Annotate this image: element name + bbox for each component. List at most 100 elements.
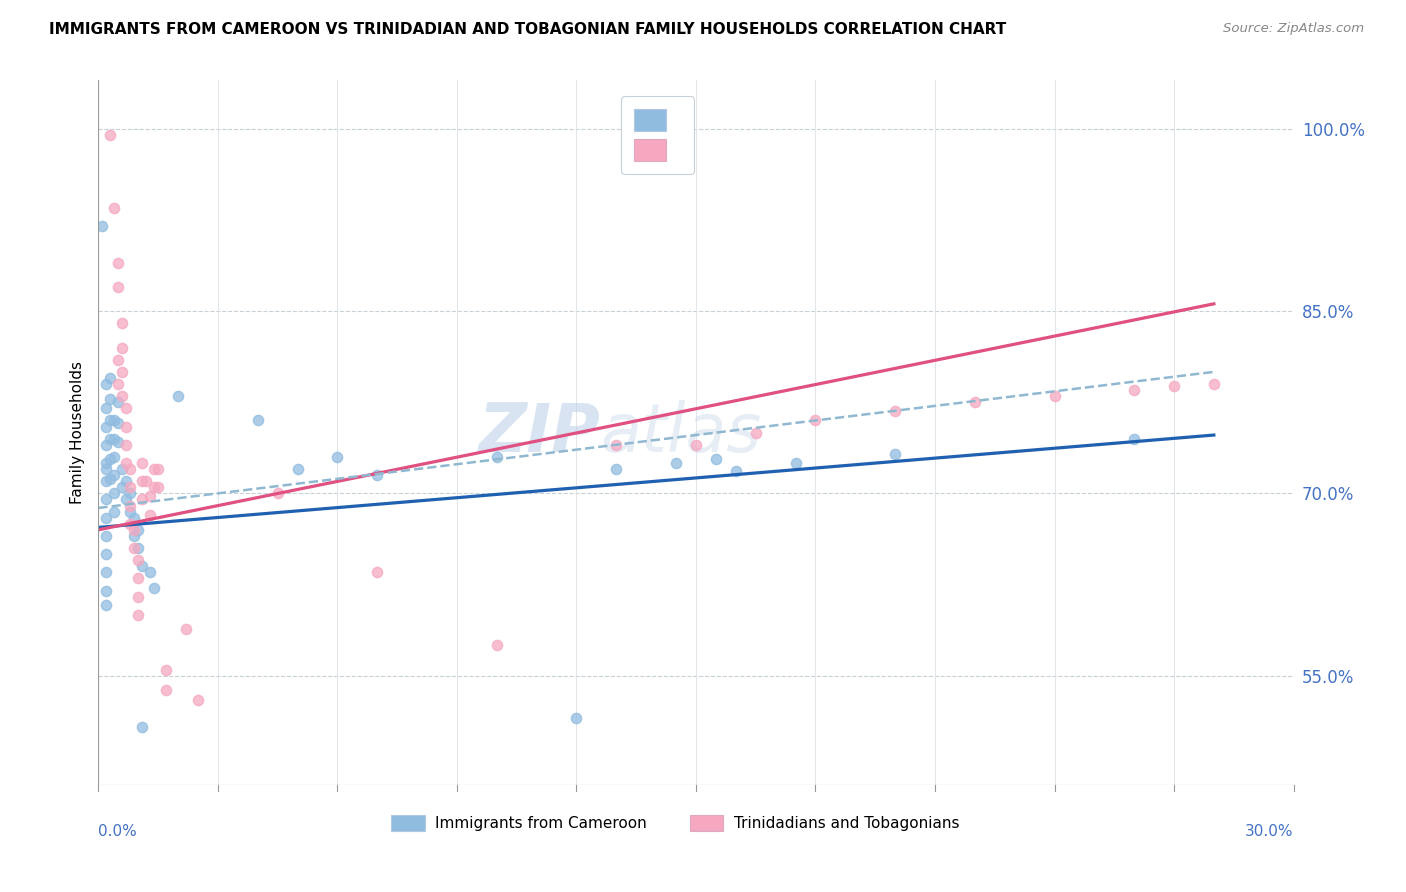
Point (127, 553, 149, 567)
Text: IMMIGRANTS FROM CAMEROON VS TRINIDADIAN AND TOBAGONIAN FAMILY HOUSEHOLDS CORRELA: IMMIGRANTS FROM CAMEROON VS TRINIDADIAN … (49, 22, 1007, 37)
Point (96, 510, 118, 524)
Point (131, 559, 153, 574)
Point (96, 462, 118, 476)
Point (96, 492, 118, 507)
Point (120, 499, 142, 513)
Point (267, 486, 290, 500)
Point (485, 638, 508, 652)
Point (96, 438, 118, 452)
Text: 0.0%: 0.0% (98, 824, 138, 838)
Point (246, 413, 269, 427)
Text: ZIP: ZIP (478, 400, 600, 466)
Point (96, 566, 118, 580)
Point (963, 395, 986, 409)
Point (665, 456, 688, 470)
Point (120, 462, 142, 476)
Point (103, 432, 125, 446)
Point (107, 377, 129, 392)
Point (98, 371, 122, 385)
Point (103, 486, 125, 500)
Point (139, 508, 162, 523)
Text: 30.0%: 30.0% (1246, 824, 1294, 838)
Point (111, 462, 134, 476)
Point (107, 352, 129, 367)
Point (884, 448, 907, 462)
Point (135, 474, 157, 488)
Point (127, 607, 149, 622)
Point (155, 663, 177, 677)
Point (107, 435, 129, 450)
Point (1202, 377, 1225, 392)
Point (115, 474, 138, 488)
Point (127, 523, 149, 537)
Point (111, 365, 134, 379)
Point (565, 711, 588, 725)
FancyBboxPatch shape (391, 815, 425, 830)
Point (124, 541, 146, 555)
Point (111, 341, 134, 355)
Point (724, 465, 747, 479)
Point (107, 395, 129, 409)
Point (103, 413, 125, 427)
Point (148, 462, 170, 476)
Point (96, 456, 118, 470)
Point (120, 480, 142, 494)
Point (96, 377, 118, 392)
Point (804, 413, 827, 427)
Y-axis label: Family Households: Family Households (69, 361, 84, 504)
Point (685, 438, 707, 452)
Point (884, 403, 907, 417)
Text: Trinidadians and Tobagonians: Trinidadians and Tobagonians (734, 815, 960, 830)
Point (111, 316, 134, 330)
Point (98, 432, 122, 446)
Point (98, 413, 122, 427)
Point (98, 452, 122, 467)
Point (91, 219, 114, 233)
Point (103, 201, 125, 215)
Point (1043, 389, 1066, 403)
Point (155, 683, 177, 698)
Point (124, 529, 146, 543)
Point (103, 450, 125, 464)
Point (148, 480, 170, 494)
Text: atlas: atlas (600, 400, 762, 466)
Point (96, 583, 118, 598)
Point (124, 523, 146, 537)
Point (103, 468, 125, 483)
Point (131, 456, 153, 470)
FancyBboxPatch shape (690, 815, 724, 830)
Text: Immigrants from Cameroon: Immigrants from Cameroon (436, 815, 647, 830)
Point (131, 720, 153, 734)
Legend: , : , (621, 96, 693, 174)
Point (96, 529, 118, 543)
Point (98, 128, 122, 142)
Point (366, 468, 388, 483)
Point (143, 480, 166, 494)
Point (96, 598, 118, 612)
Point (120, 516, 142, 531)
Point (120, 486, 142, 500)
Point (287, 462, 309, 476)
Point (704, 452, 727, 467)
Point (485, 450, 508, 464)
Point (1123, 383, 1146, 397)
Point (326, 450, 349, 464)
Point (96, 547, 118, 561)
Point (107, 416, 129, 430)
Point (96, 474, 118, 488)
Point (127, 590, 149, 604)
Point (1163, 379, 1185, 393)
Point (115, 492, 138, 507)
Point (127, 571, 149, 585)
Point (139, 566, 162, 580)
Text: Source: ZipAtlas.com: Source: ZipAtlas.com (1223, 22, 1364, 36)
Point (96, 419, 118, 434)
Point (139, 489, 162, 503)
Point (366, 566, 388, 580)
Point (605, 438, 627, 452)
Point (1123, 432, 1146, 446)
Point (785, 456, 807, 470)
Point (115, 419, 138, 434)
Point (111, 480, 134, 494)
Point (96, 401, 118, 416)
